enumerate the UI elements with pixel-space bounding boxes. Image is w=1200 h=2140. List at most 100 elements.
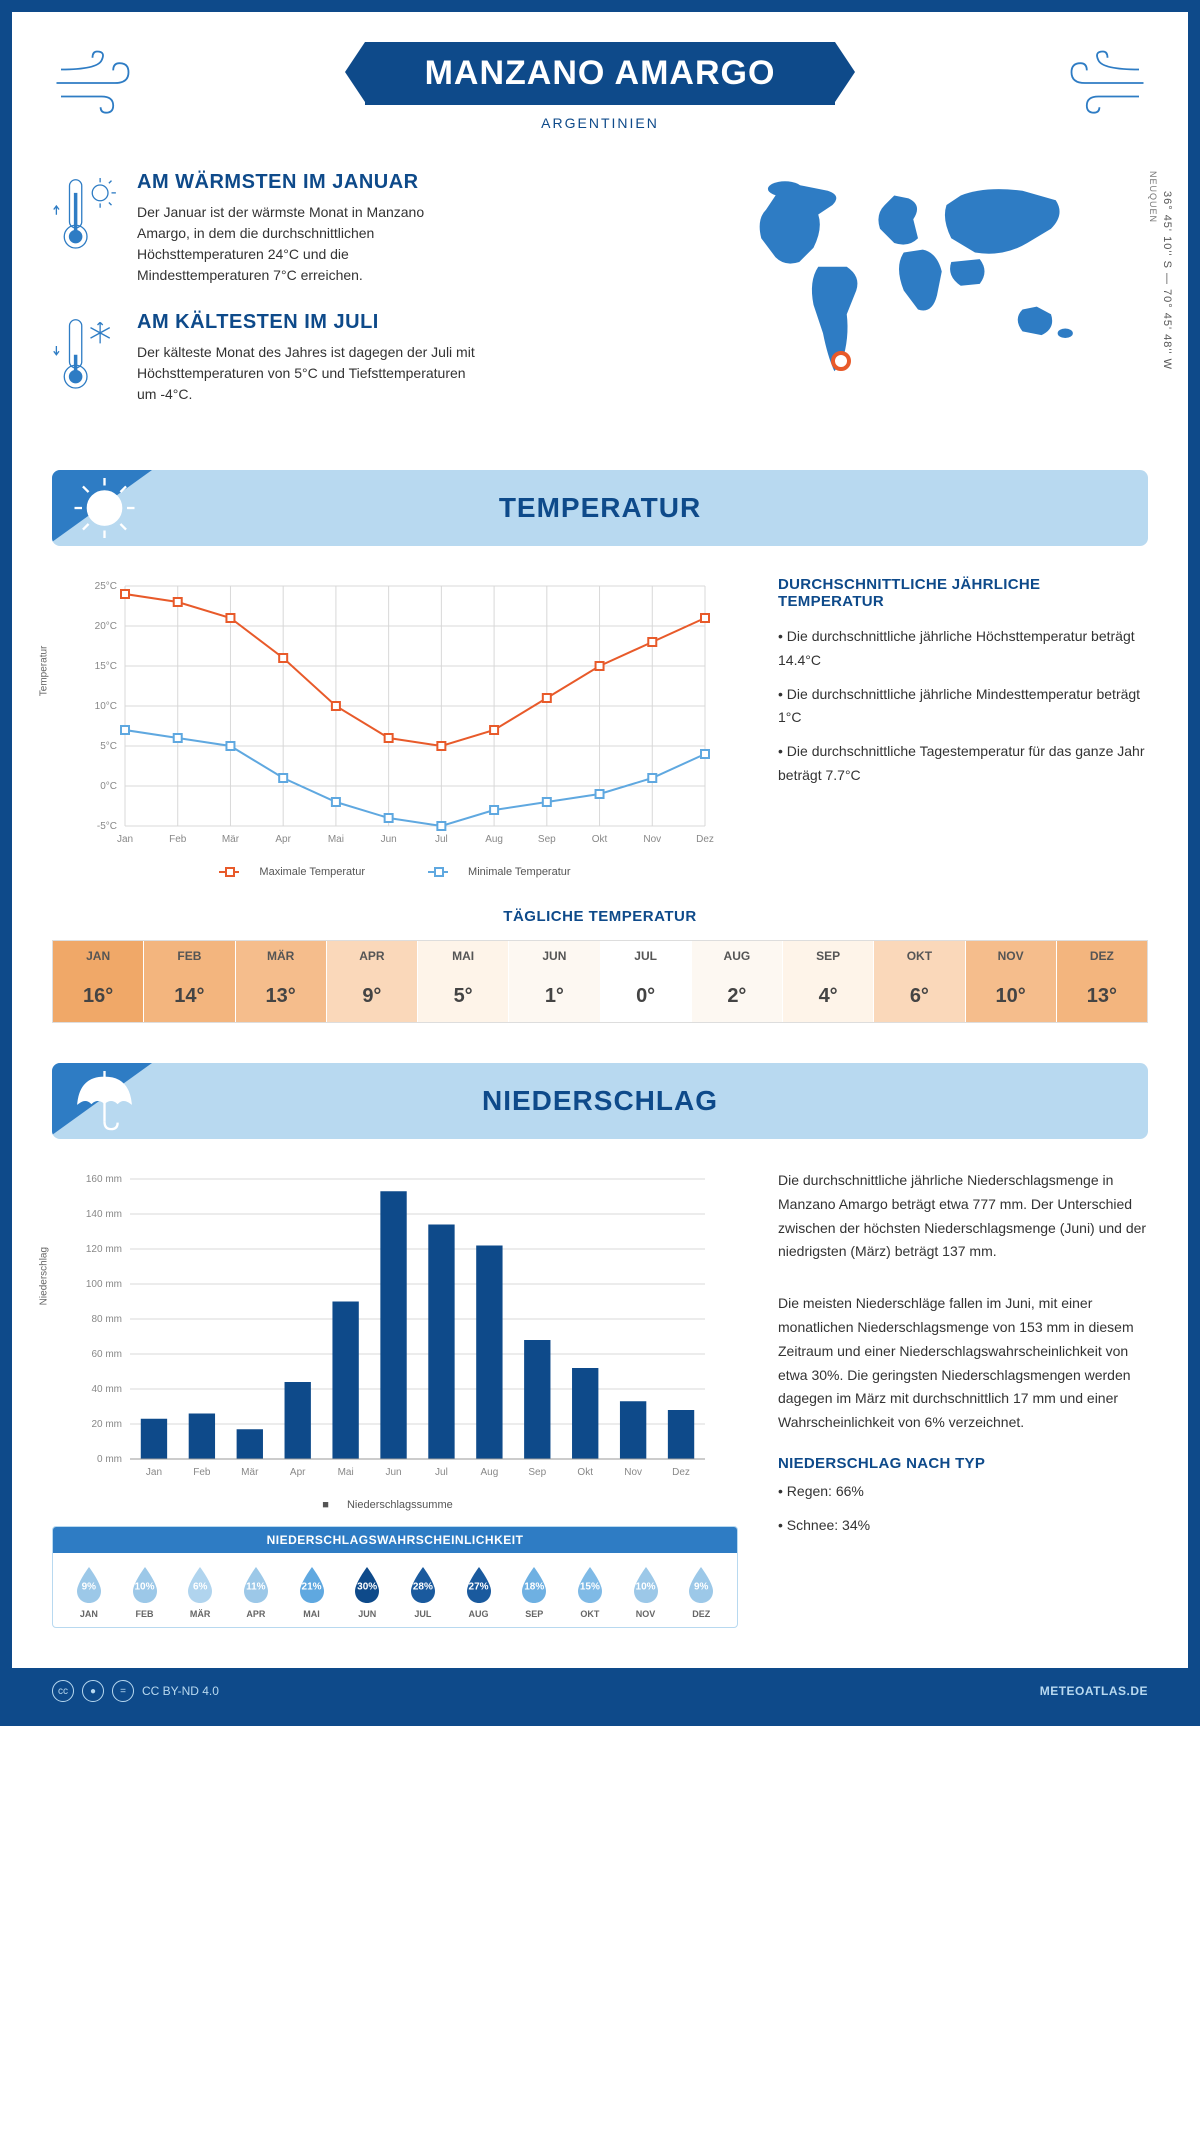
daily-cell: NOV10°: [966, 941, 1057, 1022]
raindrop-icon: 27%: [463, 1565, 495, 1605]
thermometer-snow-icon: [52, 311, 122, 405]
svg-text:Okt: Okt: [577, 1467, 593, 1478]
legend-min-label: Minimale Temperatur: [468, 866, 571, 878]
svg-text:Mai: Mai: [338, 1467, 354, 1478]
warmest-text: AM WÄRMSTEN IM JANUAR Der Januar ist der…: [137, 171, 477, 286]
svg-text:Aug: Aug: [485, 834, 503, 845]
svg-text:Nov: Nov: [624, 1467, 642, 1478]
region-label: NEUQUEN: [1148, 171, 1158, 223]
daily-cell: JUL0°: [601, 941, 692, 1022]
svg-text:Feb: Feb: [169, 834, 187, 845]
temperature-section-header: TEMPERATUR: [52, 470, 1148, 546]
precip-y-axis-label: Niederschlag: [39, 1247, 50, 1305]
svg-text:10°C: 10°C: [95, 701, 117, 712]
temperature-title: TEMPERATUR: [52, 492, 1148, 524]
svg-text:Jan: Jan: [117, 834, 133, 845]
raindrop-icon: 11%: [240, 1565, 272, 1605]
precip-type-1: • Schnee: 34%: [778, 1514, 1148, 1538]
cc-icon: cc: [52, 1680, 74, 1702]
svg-text:Apr: Apr: [275, 834, 291, 845]
temperature-row: Temperatur -5°C0°C5°C10°C15°C20°C25°CJan…: [52, 576, 1148, 878]
svg-text:20 mm: 20 mm: [91, 1419, 122, 1430]
temperature-line-chart: Temperatur -5°C0°C5°C10°C15°C20°C25°CJan…: [52, 576, 738, 878]
coldest-text: AM KÄLTESTEN IM JULI Der kälteste Monat …: [137, 311, 477, 405]
daily-cell: JAN16°: [53, 941, 144, 1022]
page-title: MANZANO AMARGO: [425, 54, 776, 93]
precipitation-bar-chart: Niederschlag 0 mm20 mm40 mm60 mm80 mm100…: [52, 1169, 738, 1628]
temp-chart-legend: .swatch[style*="e85a2a"]::after{border-c…: [52, 866, 738, 878]
precipitation-section-header: NIEDERSCHLAG: [52, 1063, 1148, 1139]
svg-text:160 mm: 160 mm: [86, 1174, 122, 1185]
daily-cell: DEZ13°: [1057, 941, 1147, 1022]
daily-cell: APR9°: [327, 941, 418, 1022]
svg-text:Jan: Jan: [146, 1467, 162, 1478]
temperature-info: DURCHSCHNITTLICHE JÄHRLICHE TEMPERATUR •…: [778, 576, 1148, 878]
svg-text:Nov: Nov: [643, 834, 661, 845]
map-area: NEUQUEN 36° 45' 10'' S — 70° 45' 48'' W: [728, 171, 1148, 430]
svg-text:60 mm: 60 mm: [91, 1349, 122, 1360]
svg-text:Apr: Apr: [290, 1467, 306, 1478]
precip-drop-cell: 18%SEP: [506, 1565, 562, 1619]
daily-cell: MÄR13°: [236, 941, 327, 1022]
svg-text:Aug: Aug: [480, 1467, 498, 1478]
world-map-icon: [728, 171, 1108, 391]
raindrop-icon: 18%: [518, 1565, 550, 1605]
svg-text:15°C: 15°C: [95, 661, 117, 672]
svg-text:Feb: Feb: [193, 1467, 211, 1478]
daily-cell: SEP4°: [783, 941, 874, 1022]
precipitation-row: Niederschlag 0 mm20 mm40 mm60 mm80 mm100…: [52, 1169, 1148, 1628]
intro-left-column: AM WÄRMSTEN IM JANUAR Der Januar ist der…: [52, 171, 688, 430]
temp-info-title: DURCHSCHNITTLICHE JÄHRLICHE TEMPERATUR: [778, 576, 1148, 610]
precipitation-info: Die durchschnittliche jährliche Niedersc…: [778, 1169, 1148, 1628]
svg-text:Mär: Mär: [241, 1467, 259, 1478]
temp-bullet-0: • Die durchschnittliche jährliche Höchst…: [778, 625, 1148, 673]
precip-drop-cell: 30%JUN: [339, 1565, 395, 1619]
coldest-block: AM KÄLTESTEN IM JULI Der kälteste Monat …: [52, 311, 688, 405]
raindrop-icon: 10%: [630, 1565, 662, 1605]
temp-y-axis-label: Temperatur: [39, 646, 50, 697]
daily-cell: MAI5°: [418, 941, 509, 1022]
precip-body-2: Die meisten Niederschläge fallen im Juni…: [778, 1292, 1148, 1435]
svg-text:-5°C: -5°C: [97, 821, 117, 832]
daily-temp-title: TÄGLICHE TEMPERATUR: [52, 908, 1148, 925]
sun-icon: [67, 471, 142, 546]
footer-license: cc ● = CC BY-ND 4.0: [52, 1680, 219, 1702]
warmest-title: AM WÄRMSTEN IM JANUAR: [137, 171, 477, 194]
daily-cell: OKT6°: [874, 941, 965, 1022]
precip-by-type-title: NIEDERSCHLAG NACH TYP: [778, 1455, 1148, 1472]
svg-text:Mai: Mai: [328, 834, 344, 845]
precip-chart-legend: ■ Niederschlagssumme: [52, 1499, 738, 1511]
title-banner: MANZANO AMARGO: [365, 42, 836, 105]
legend-max-label: Maximale Temperatur: [259, 866, 365, 878]
wind-icon-right: [1058, 47, 1148, 117]
infographic-page: MANZANO AMARGO ARGENTINIEN AM WÄRMSTEN I…: [0, 0, 1200, 1726]
raindrop-icon: 28%: [407, 1565, 439, 1605]
daily-cell: FEB14°: [144, 941, 235, 1022]
nd-icon: =: [112, 1680, 134, 1702]
svg-text:Jul: Jul: [435, 1467, 448, 1478]
precip-body-1: Die durchschnittliche jährliche Niedersc…: [778, 1169, 1148, 1264]
svg-text:140 mm: 140 mm: [86, 1209, 122, 1220]
precip-prob-title: NIEDERSCHLAGSWAHRSCHEINLICHKEIT: [53, 1527, 737, 1553]
precip-drop-cell: 28%JUL: [395, 1565, 451, 1619]
svg-text:40 mm: 40 mm: [91, 1384, 122, 1395]
raindrop-icon: 30%: [351, 1565, 383, 1605]
thermometer-sun-icon: [52, 171, 122, 286]
coordinates-label: 36° 45' 10'' S — 70° 45' 48'' W: [1161, 191, 1173, 370]
temp-bullet-1: • Die durchschnittliche jährliche Mindes…: [778, 683, 1148, 731]
svg-text:0 mm: 0 mm: [97, 1454, 122, 1465]
raindrop-icon: 15%: [574, 1565, 606, 1605]
precip-drop-cell: 10%NOV: [618, 1565, 674, 1619]
precip-probability-panel: NIEDERSCHLAGSWAHRSCHEINLICHKEIT 9%JAN10%…: [52, 1526, 738, 1628]
location-marker-icon: [831, 351, 851, 371]
license-text: CC BY-ND 4.0: [142, 1684, 219, 1698]
svg-text:Okt: Okt: [592, 834, 608, 845]
svg-text:Jun: Jun: [385, 1467, 401, 1478]
wind-icon-left: [52, 47, 142, 117]
svg-text:Jul: Jul: [435, 834, 448, 845]
precip-drop-cell: 27%AUG: [451, 1565, 507, 1619]
svg-text:25°C: 25°C: [95, 581, 117, 592]
svg-text:Mär: Mär: [222, 834, 240, 845]
svg-text:5°C: 5°C: [100, 741, 117, 752]
temp-bullet-2: • Die durchschnittliche Tagestemperatur …: [778, 740, 1148, 788]
